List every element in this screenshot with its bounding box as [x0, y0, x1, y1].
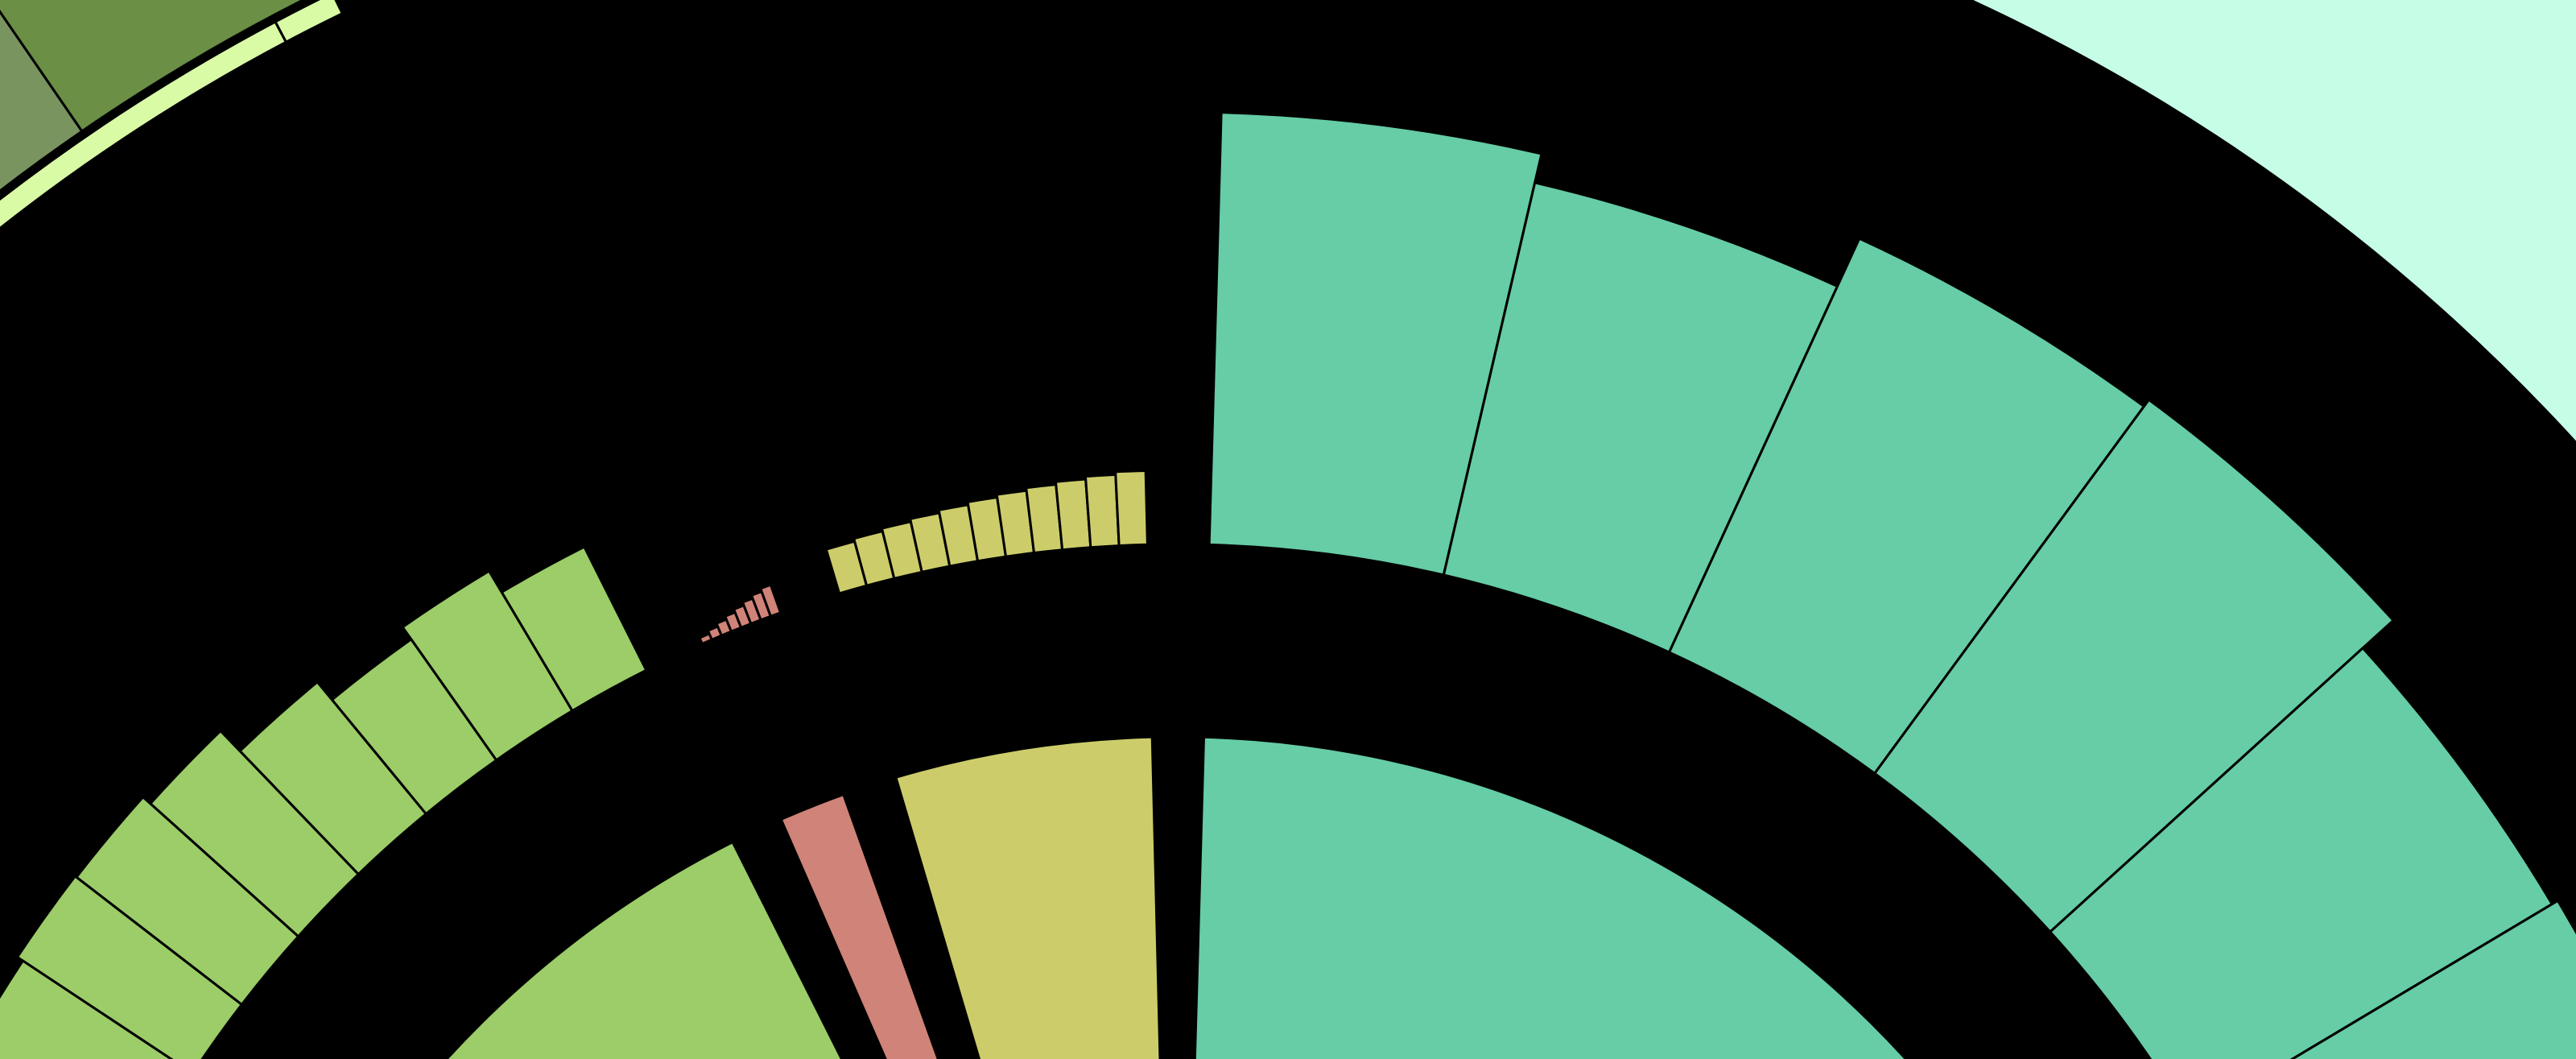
inner-green-wedge	[445, 840, 844, 1059]
green-segment	[0, 958, 174, 1059]
inner-red-wedge	[779, 792, 939, 1059]
green-segment	[148, 729, 361, 939]
green-segment	[237, 680, 428, 876]
inner-yellow-wedge	[894, 735, 1162, 1059]
outer-olive-segment	[0, 0, 306, 134]
teal-segment	[2289, 899, 2576, 1059]
inner-teal-wedge	[1193, 735, 1908, 1059]
green-segment	[74, 795, 300, 1007]
yellow-bar	[1084, 473, 1121, 549]
outer-mint-segment	[1970, 0, 2576, 445]
yellow-bar	[1114, 469, 1149, 548]
outer-band-segment	[273, 0, 345, 44]
outer-olive-segment	[0, 10, 84, 193]
green-segment	[330, 637, 498, 816]
green-segment	[15, 874, 244, 1059]
green-segment	[500, 544, 648, 713]
red-bar	[758, 583, 782, 618]
green-segment	[400, 569, 575, 763]
